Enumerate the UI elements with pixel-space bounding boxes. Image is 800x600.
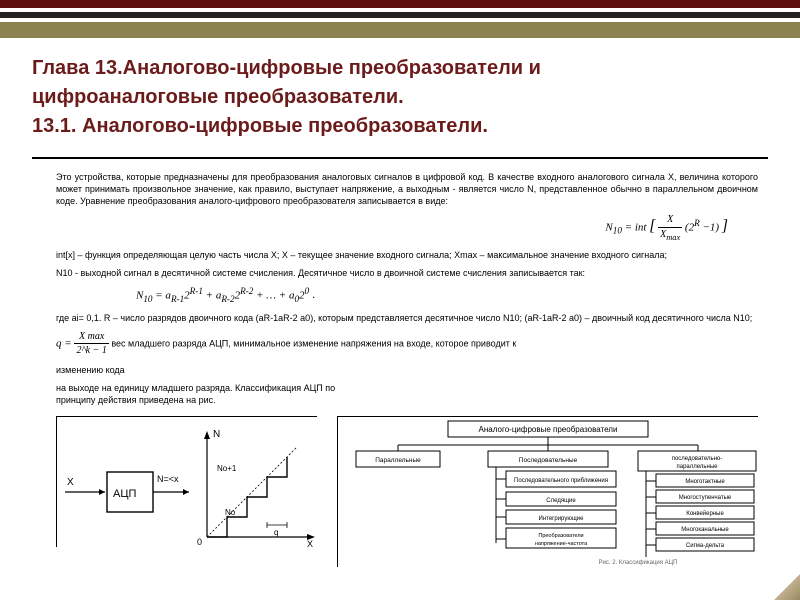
- svg-text:Последовательного приближения: Последовательного приближения: [514, 478, 608, 484]
- para-1: Это устройства, которые предназначены дл…: [56, 171, 758, 207]
- body-text: Это устройства, которые предназначены дл…: [0, 159, 800, 412]
- bar-5: [0, 22, 800, 38]
- para-5: q = X max 2^k − 1 вес младшего разряда А…: [56, 330, 758, 358]
- page-curl-icon: [774, 574, 800, 600]
- para-3: N10 - выходной сигнал в десятичной систе…: [56, 267, 758, 279]
- formula-1: N10 = int [ XXmax (2R −1) ]: [56, 213, 758, 243]
- tree-col3-head-2: параллельные: [677, 464, 719, 470]
- formula-2: N10 = aR-12R-1 + aR-22R-2 + … + a020 .: [56, 285, 758, 305]
- svg-text:Преобразователи: Преобразователи: [538, 533, 583, 539]
- bar-1: [0, 0, 800, 8]
- para-2: int[x] – функция определяющая целую част…: [56, 249, 758, 261]
- q-label: q: [274, 528, 278, 537]
- svg-text:Многоканальные: Многоканальные: [681, 527, 729, 533]
- title-line-2: цифроаналоговые преобразователи.: [32, 85, 768, 110]
- diagrams-row: X АЦП N=<x N X 0 No No+1: [0, 416, 800, 567]
- svg-text:Многоступенчатые: Многоступенчатые: [679, 495, 732, 501]
- header-bars: [0, 0, 800, 38]
- title-line-1: Глава 13.Аналогово-цифровые преобразоват…: [32, 56, 768, 81]
- tree-col2-items: Последовательного приближения Следящие И…: [496, 471, 616, 548]
- tree-col3-items: Многотактные Многоступенчатые Конвейерны…: [646, 474, 754, 551]
- svg-text:Следящие: Следящие: [546, 498, 576, 504]
- svg-text:Сигма-дельта: Сигма-дельта: [686, 543, 725, 549]
- n-eq-label: N=<x: [157, 474, 179, 484]
- para-6: изменению кода: [56, 364, 758, 376]
- tree-col1-head: Параллельные: [375, 457, 421, 464]
- axis-zero: 0: [197, 537, 202, 547]
- title-line-3: 13.1. Аналогово-цифровые преобразователи…: [32, 114, 768, 139]
- formula-3-den: 2^k − 1: [74, 344, 108, 358]
- svg-text:Многотактные: Многотактные: [685, 479, 725, 485]
- svg-text:Конвейерные: Конвейерные: [686, 510, 724, 517]
- svg-text:напряжение-частота: напряжение-частота: [535, 541, 588, 547]
- para-7: на выходе на единицу младшего разряда. К…: [56, 382, 346, 406]
- title-block: Глава 13.Аналогово-цифровые преобразоват…: [0, 38, 800, 151]
- no-label: No: [225, 508, 236, 517]
- axis-n: N: [213, 429, 220, 440]
- svg-text:Интегрирующие: Интегрирующие: [539, 516, 585, 522]
- no1-label: No+1: [217, 464, 237, 473]
- x-input-label: X: [67, 477, 74, 488]
- tree-caption: Рис. 2. Классификация АЦП: [599, 560, 678, 566]
- formula-3: q = X max 2^k − 1: [56, 330, 109, 358]
- para-4: где ai= 0,1. R – число разрядов двоичног…: [56, 312, 758, 324]
- tree-col3-head-1: последовательно-: [672, 456, 723, 462]
- classification-tree: Аналого-цифровые преобразователи Паралле…: [337, 416, 758, 567]
- formula-3-num: X max: [74, 330, 108, 345]
- tree-root: Аналого-цифровые преобразователи: [479, 425, 618, 434]
- axis-x: X: [307, 539, 313, 547]
- tree-col2-head: Последовательные: [519, 457, 578, 464]
- block-diagram: X АЦП N=<x N X 0 No No+1: [56, 416, 317, 547]
- para-5-tail: вес младшего разряда АЦП, минимальное из…: [111, 338, 516, 348]
- adc-box-label: АЦП: [113, 488, 136, 500]
